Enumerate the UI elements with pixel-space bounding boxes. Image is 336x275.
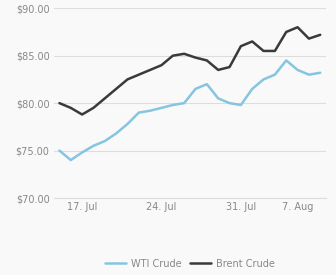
- Brent Crude: [307, 37, 311, 40]
- Brent Crude: [80, 113, 84, 116]
- WTI Crude: [307, 73, 311, 76]
- Brent Crude: [296, 26, 300, 29]
- WTI Crude: [250, 87, 254, 90]
- Brent Crude: [250, 40, 254, 43]
- Line: Brent Crude: Brent Crude: [59, 27, 320, 114]
- WTI Crude: [205, 82, 209, 86]
- Brent Crude: [216, 68, 220, 72]
- Brent Crude: [148, 68, 152, 72]
- Brent Crude: [57, 101, 61, 105]
- WTI Crude: [261, 78, 265, 81]
- WTI Crude: [296, 68, 300, 72]
- WTI Crude: [284, 59, 288, 62]
- Brent Crude: [69, 106, 73, 109]
- Brent Crude: [103, 97, 107, 100]
- Brent Crude: [284, 30, 288, 34]
- Brent Crude: [160, 64, 164, 67]
- WTI Crude: [137, 111, 141, 114]
- Brent Crude: [125, 78, 129, 81]
- Brent Crude: [205, 59, 209, 62]
- WTI Crude: [125, 122, 129, 126]
- WTI Crude: [182, 101, 186, 105]
- WTI Crude: [160, 106, 164, 109]
- Legend: WTI Crude, Brent Crude: WTI Crude, Brent Crude: [101, 255, 279, 273]
- WTI Crude: [216, 97, 220, 100]
- Brent Crude: [114, 87, 118, 90]
- Brent Crude: [91, 106, 95, 109]
- WTI Crude: [194, 87, 198, 90]
- WTI Crude: [69, 158, 73, 162]
- WTI Crude: [318, 71, 322, 75]
- WTI Crude: [171, 103, 175, 107]
- Brent Crude: [261, 49, 265, 53]
- WTI Crude: [114, 132, 118, 135]
- WTI Crude: [273, 73, 277, 76]
- WTI Crude: [239, 103, 243, 107]
- Brent Crude: [273, 49, 277, 53]
- Brent Crude: [239, 45, 243, 48]
- WTI Crude: [148, 109, 152, 112]
- Brent Crude: [194, 56, 198, 59]
- WTI Crude: [57, 149, 61, 152]
- Brent Crude: [137, 73, 141, 76]
- Line: WTI Crude: WTI Crude: [59, 60, 320, 160]
- WTI Crude: [103, 139, 107, 143]
- WTI Crude: [80, 151, 84, 154]
- WTI Crude: [91, 144, 95, 147]
- Brent Crude: [227, 65, 232, 69]
- Brent Crude: [171, 54, 175, 57]
- Brent Crude: [182, 52, 186, 56]
- Brent Crude: [318, 33, 322, 37]
- WTI Crude: [227, 101, 232, 105]
